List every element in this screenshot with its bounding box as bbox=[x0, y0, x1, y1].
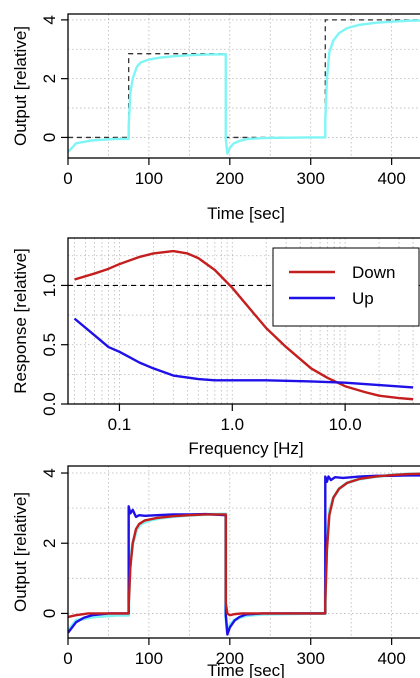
y-tick-label: 4 bbox=[40, 468, 59, 477]
y-axis-label: Output [relative] bbox=[11, 492, 30, 612]
legend-box bbox=[272, 247, 420, 327]
x-tick-label: 0.1 bbox=[108, 415, 132, 434]
x-tick-label: 300 bbox=[297, 649, 325, 668]
series-line-red bbox=[68, 472, 420, 619]
y-tick-label: 0.0 bbox=[40, 392, 59, 416]
x-axis: 0.1 1.0 10.0 bbox=[108, 404, 362, 434]
grid bbox=[68, 466, 420, 638]
y-tick-label: 1.0 bbox=[40, 274, 59, 298]
y-axis: 0.0 0.5 1.0 bbox=[40, 274, 68, 416]
legend: Down Up bbox=[272, 247, 420, 327]
x-tick-label: 100 bbox=[135, 649, 163, 668]
x-tick-label: 300 bbox=[297, 169, 325, 188]
x-tick-label: 10.0 bbox=[329, 415, 362, 434]
x-tick-label: 0 bbox=[63, 169, 72, 188]
y-axis: 0 2 4 bbox=[40, 15, 68, 142]
y-tick-label: 2 bbox=[40, 74, 59, 83]
y-axis-label: Output [relative] bbox=[11, 26, 30, 146]
grid bbox=[68, 14, 420, 158]
series-line-cyan bbox=[68, 472, 420, 635]
frequency-response-panel: 0.1 1.0 10.0 0.0 0.5 1.0 Down Up Frequency [… bbox=[11, 237, 420, 458]
y-tick-label: 2 bbox=[40, 538, 59, 547]
series-line-main bbox=[68, 19, 420, 155]
x-tick-label: 400 bbox=[377, 169, 405, 188]
x-tick-label: 200 bbox=[216, 169, 244, 188]
series-layer bbox=[68, 19, 420, 155]
plot-frame bbox=[67, 237, 420, 405]
x-axis-label: Time [sec] bbox=[207, 204, 285, 223]
x-tick-label: 100 bbox=[135, 169, 163, 188]
x-tick-label: 400 bbox=[377, 649, 405, 668]
series-layer bbox=[73, 249, 414, 401]
x-axis-label: Frequency [Hz] bbox=[188, 439, 303, 458]
x-tick-label: 200 bbox=[216, 649, 244, 668]
step-response-panel: 0 100 200 300 400 0 2 4 Time [sec] Output [rel… bbox=[11, 13, 420, 223]
step-fit-panel: 0 100 200 300 400 0 2 4 Time [sec] Output [rel… bbox=[11, 465, 420, 678]
x-tick-label: 1.0 bbox=[220, 415, 244, 434]
y-tick-label: 0 bbox=[40, 609, 59, 618]
y-axis-label: Response [relative] bbox=[11, 248, 30, 394]
x-axis-label: Time [sec] bbox=[207, 661, 285, 678]
x-axis: 0 100 200 300 400 bbox=[63, 158, 406, 188]
y-tick-label: 0 bbox=[40, 133, 59, 142]
y-tick-label: 4 bbox=[40, 15, 59, 24]
plot-frame bbox=[67, 465, 420, 639]
series-line-blue bbox=[68, 474, 420, 636]
y-tick-label: 0.5 bbox=[40, 333, 59, 357]
plot-frame bbox=[67, 13, 420, 159]
series-line-up bbox=[73, 317, 414, 389]
legend-label-down: Down bbox=[352, 263, 395, 282]
x-axis: 0 100 200 300 400 bbox=[63, 638, 406, 668]
series-layer bbox=[68, 472, 420, 636]
legend-label-up: Up bbox=[352, 289, 374, 308]
series-line-down bbox=[74, 249, 414, 401]
y-axis: 0 2 4 bbox=[40, 468, 68, 618]
x-tick-label: 0 bbox=[63, 649, 72, 668]
